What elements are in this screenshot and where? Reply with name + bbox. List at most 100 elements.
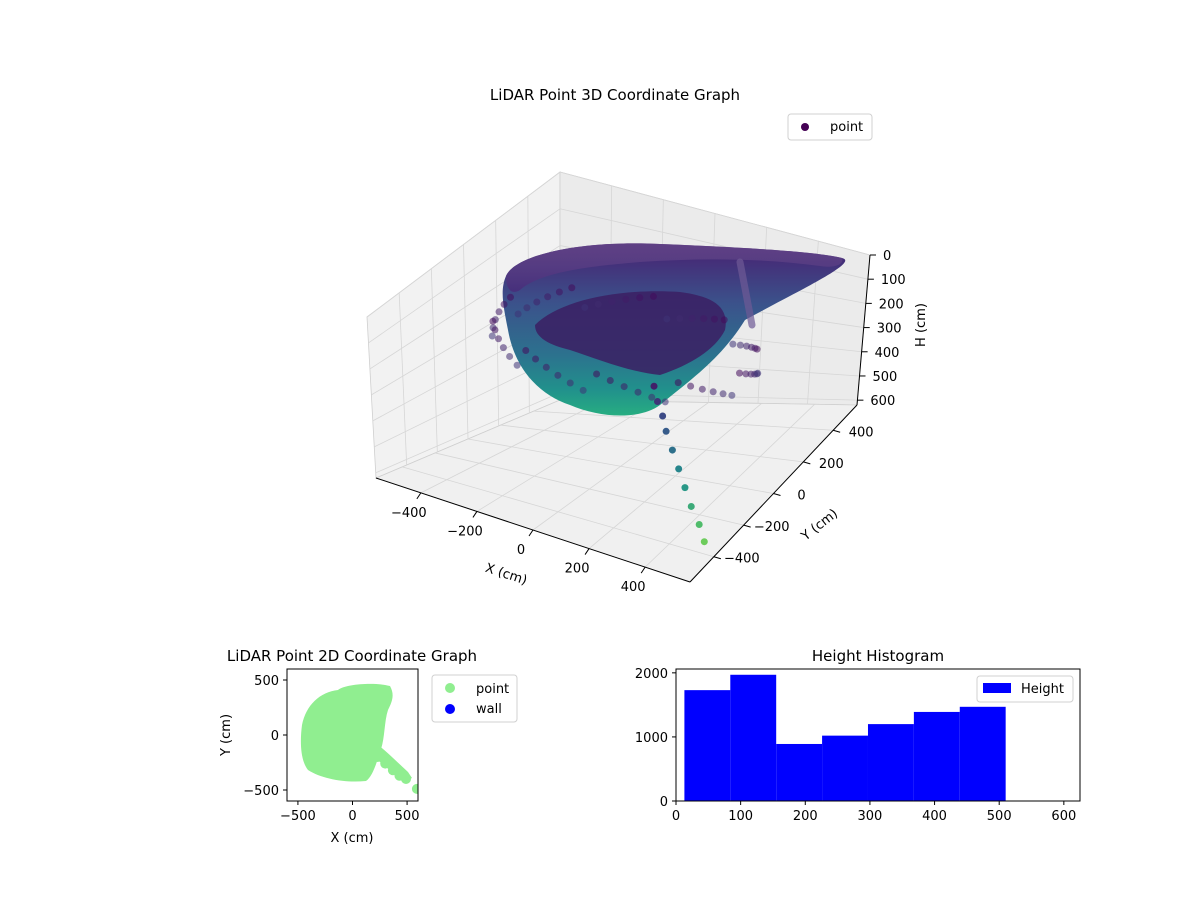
ticks-2d: −500 0 500 500 0 −500 xyxy=(243,674,419,824)
tail-point-3d xyxy=(700,538,708,546)
room-points-2d xyxy=(300,683,393,782)
grid-3d-left-vertical xyxy=(398,292,408,466)
cloud-rim-point xyxy=(728,391,736,399)
histogram-x-tick-label: 300 xyxy=(858,809,883,824)
lidar-3d-panel: LiDAR Point 3D Coordinate Graph −400 −200… xyxy=(366,86,929,595)
wall-top-rim xyxy=(506,243,843,292)
y-axis-3d-tick-label: −200 xyxy=(754,520,790,535)
lidar-2d-panel: LiDAR Point 2D Coordinate Graph −500 0 500… xyxy=(219,647,518,846)
histogram-y-tick-label: 1000 xyxy=(635,731,668,746)
y-axis-3d-tick xyxy=(803,461,811,465)
cloud-rim-point xyxy=(581,303,589,311)
cloud-rim-point xyxy=(499,344,507,352)
cloud-rim-point xyxy=(709,388,717,396)
interior-obstacle-points xyxy=(535,291,726,375)
histogram-x-tick-label: 400 xyxy=(922,809,947,824)
tail-point-3d xyxy=(650,382,658,390)
histogram-x-tick-label: 500 xyxy=(987,809,1012,824)
cloud-rim-point xyxy=(729,340,737,348)
cloud-rim-point xyxy=(620,383,628,391)
point-cloud-dots xyxy=(488,284,762,406)
chart-3d-title: LiDAR Point 3D Coordinate Graph xyxy=(490,86,740,104)
height-histogram-panel: Height Histogram 0 100 200 300 400 500 600 0 100… xyxy=(635,647,1081,824)
plot-2d-points xyxy=(300,683,418,794)
y-axis-3d-tick xyxy=(713,556,721,560)
x-axis-2d-tick-label: 500 xyxy=(395,809,420,824)
cloud-rim-point xyxy=(494,335,502,343)
cloud-rim-point xyxy=(736,341,744,349)
y-axis-3d-tick-label: 200 xyxy=(819,457,844,472)
tail-point-3d xyxy=(687,502,695,510)
legend-2d-label-wall: wall xyxy=(476,702,502,717)
cloud-rim-point xyxy=(687,382,695,390)
cloud-rim-point xyxy=(742,370,750,378)
x-axis-3d-tick xyxy=(584,548,590,555)
point-cloud xyxy=(488,243,846,416)
z-axis-3d-label: H (cm) xyxy=(914,303,929,347)
x-axis-3d-tick xyxy=(472,511,478,518)
histogram-bar xyxy=(730,674,777,801)
y-axis-2d-label: Y (cm) xyxy=(219,714,234,757)
histogram-legend-label: Height xyxy=(1021,682,1064,697)
cloud-rim-point xyxy=(719,390,727,398)
cloud-rim-point xyxy=(554,371,562,379)
z-axis-3d-tick-label: 0 xyxy=(883,249,891,264)
histogram-x-tick-label: 600 xyxy=(1051,809,1076,824)
histogram-x-tick-label: 200 xyxy=(793,809,818,824)
tail-point-2d xyxy=(387,765,398,776)
y-axis-3d-tick xyxy=(773,493,781,496)
tail-points-3d xyxy=(650,382,708,546)
x-axis-3d-line xyxy=(375,477,691,583)
histogram-legend: Height xyxy=(976,675,1074,703)
cloud-rim-point xyxy=(688,314,696,322)
cloud-rim-point xyxy=(513,361,521,369)
cloud-rim-point xyxy=(500,300,508,308)
grid-3d-y-line xyxy=(402,466,714,558)
cloud-rim-point xyxy=(491,326,499,334)
histogram-x-tick-label: 0 xyxy=(672,809,680,824)
histogram-frame xyxy=(675,668,1081,802)
cloud-rim-point xyxy=(736,369,744,377)
histogram-bar xyxy=(959,706,1006,801)
cloud-rim-point xyxy=(523,304,531,312)
z-axis-3d-tick-label: 600 xyxy=(870,394,895,409)
histogram-title: Height Histogram xyxy=(812,647,944,665)
wall-edge-strip xyxy=(736,258,756,329)
cloud-rim-point xyxy=(674,379,682,387)
histogram-bar xyxy=(913,711,960,801)
grid-3d-y-line xyxy=(435,452,744,526)
cloud-rim-point xyxy=(606,377,614,385)
grid-3d-y-line xyxy=(500,424,804,463)
x-axis-3d-tick xyxy=(640,566,646,574)
histogram-bar xyxy=(776,743,823,801)
tail-point-3d xyxy=(668,446,676,454)
z-axis-3d-tick-label: 100 xyxy=(881,273,906,288)
legend-2d: point wall xyxy=(431,674,518,723)
x-axis-3d-tick-label: 0 xyxy=(517,543,525,558)
cloud-rim-point xyxy=(506,352,514,360)
x-axis-3d-tick xyxy=(416,492,422,500)
cloud-rim-point xyxy=(542,363,550,371)
histogram-legend-box xyxy=(976,675,1074,703)
y-axis-3d-tick-label: −400 xyxy=(724,552,760,567)
tail-point-3d xyxy=(662,427,670,435)
tail-point-3d xyxy=(695,521,703,529)
x-axis-3d-tick-label: 200 xyxy=(565,562,590,577)
cloud-rim-point xyxy=(593,370,601,378)
cloud-rim-point xyxy=(608,298,616,306)
cloud-rim-point xyxy=(676,315,684,323)
cloud-rim-point xyxy=(648,393,656,401)
cloud-rim-point xyxy=(533,298,541,306)
tail-point-2d xyxy=(400,774,411,784)
histogram-legend-swatch xyxy=(983,683,1011,693)
cloud-rim-point xyxy=(579,386,587,394)
cloud-rim-point xyxy=(544,293,552,301)
y-axis-3d-tick xyxy=(833,429,841,433)
grid-3d-y-line xyxy=(533,410,834,431)
cloud-rim-point xyxy=(661,398,669,406)
cloud-rim-point xyxy=(594,300,602,308)
y-axis-2d-tick-label: 0 xyxy=(271,729,279,744)
axes-3d: −400 −200 0 200 400 −400 −200 0 200 400 0 100 200 300… xyxy=(375,249,906,595)
cloud-rim-point xyxy=(710,315,718,323)
grid-3d-y-line xyxy=(467,438,774,494)
